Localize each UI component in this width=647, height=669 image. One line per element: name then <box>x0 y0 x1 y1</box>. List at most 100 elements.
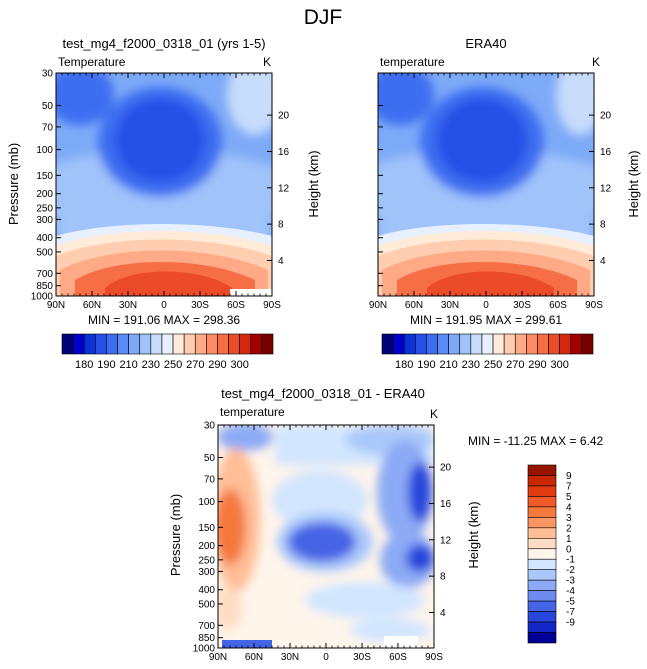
colorbar-swatch <box>239 333 252 355</box>
colorbar-label: 270 <box>506 359 524 371</box>
x-tick-label: 60S <box>227 300 245 311</box>
panel-title: test_mg4_f2000_0318_01 (yrs 1-5) <box>62 36 265 51</box>
y-right-tick-label: 8 <box>440 572 446 583</box>
colorbar-swatch <box>161 333 174 355</box>
colorbar-swatch <box>470 333 483 355</box>
colorbar-label: 210 <box>119 359 137 371</box>
y-tick-label: 200 <box>36 189 53 200</box>
y-tick-label: 50 <box>42 101 54 112</box>
colorbar-swatch <box>392 333 405 355</box>
colorbar-label: 270 <box>186 359 204 371</box>
y-tick-label: 150 <box>36 171 53 182</box>
colorbar-swatch <box>106 333 118 355</box>
y-right-tick-label: 16 <box>278 147 290 158</box>
colorbar-swatch <box>527 517 557 529</box>
x-tick-label: 30S <box>513 300 531 311</box>
colorbar-swatch <box>426 333 438 355</box>
colorbar-swatch <box>527 485 557 497</box>
y-tick-label: 30 <box>204 421 216 432</box>
y-right-tick-label: 4 <box>278 256 284 267</box>
colorbar-label: 2 <box>566 523 572 534</box>
colorbar-swatch <box>261 333 274 355</box>
colorbar-swatch <box>527 611 557 623</box>
panel-model: test_mg4_f2000_0318_01 (yrs 1-5) Tempera… <box>6 36 321 371</box>
colorbar-swatch <box>139 333 152 355</box>
y-tick-label: 30 <box>42 69 54 80</box>
y-tick-label: 400 <box>36 233 53 244</box>
figure-suptitle: DJF <box>304 6 343 29</box>
x-tick-label: 0 <box>323 652 329 663</box>
x-tick-label: 90S <box>585 300 603 311</box>
y-tick-label: 100 <box>198 497 215 508</box>
colorbar-label: 1 <box>566 534 572 545</box>
y-tick-label: 500 <box>36 247 53 258</box>
y-tick-label: 70 <box>204 474 216 485</box>
panel-stats: MIN = -11.25 MAX = 6.42 <box>468 434 604 448</box>
colorbar: 180 190 210 230 250 270 290 300 <box>61 333 274 371</box>
x-tick-label: 60N <box>245 652 263 663</box>
colorbar-label: 250 <box>164 359 182 371</box>
x-tick-label: 90N <box>209 652 227 663</box>
colorbar-swatch <box>527 632 557 644</box>
colorbar-swatch <box>250 333 263 355</box>
colorbar-swatch <box>527 569 557 581</box>
y-tick-label: 250 <box>36 203 53 214</box>
panel-era40: ERA40 temperature K 20 16 12 8 4 90N 60N 30N 0 30… <box>369 36 641 371</box>
y-tick-label: 850 <box>36 281 53 292</box>
colorbar-label: 180 <box>75 359 93 371</box>
colorbar-swatch <box>206 333 218 355</box>
colorbar-swatch <box>527 558 557 571</box>
x-tick-label: 30N <box>441 300 459 311</box>
colorbar-label: 210 <box>439 359 457 371</box>
y-tick-label: 500 <box>198 599 215 610</box>
colorbar-swatch <box>581 333 594 355</box>
difference-contour-field <box>218 425 434 648</box>
y-tick-label: 300 <box>198 567 215 578</box>
panel-units: K <box>263 55 271 69</box>
colorbar-swatch <box>514 333 527 355</box>
colorbar-swatch <box>172 333 185 355</box>
colorbar-label: -9 <box>566 618 575 629</box>
x-tick-label: 60S <box>549 300 567 311</box>
colorbar-swatch <box>492 333 505 355</box>
y-tick-label: 850 <box>198 633 215 644</box>
colorbar-label: 9 <box>566 471 572 482</box>
colorbar-label: -1 <box>566 555 575 566</box>
colorbar-swatch <box>128 333 141 355</box>
y-tick-label: 70 <box>42 122 54 133</box>
y-right-tick-label: 12 <box>440 535 452 546</box>
panel-title: ERA40 <box>465 36 506 51</box>
colorbar-swatch <box>559 333 572 355</box>
colorbar-label: 0 <box>566 544 572 555</box>
colorbar-swatch <box>527 600 557 612</box>
colorbar-swatch <box>527 475 557 487</box>
y-tick-label: 1000 <box>193 644 216 655</box>
y-tick-label: 400 <box>198 585 215 596</box>
colorbar-label: -5 <box>566 597 575 608</box>
colorbar-swatch <box>570 333 583 355</box>
y-right-tick-label: 20 <box>600 111 612 122</box>
panel-units: K <box>430 407 438 421</box>
y-axis-right-label: Height (km) <box>626 150 641 217</box>
colorbar-swatch <box>228 333 240 355</box>
x-tick-label: 90S <box>425 652 443 663</box>
colorbar-label: 190 <box>97 359 115 371</box>
y-tick-label: 250 <box>198 555 215 566</box>
y-right-tick-label: 20 <box>278 111 290 122</box>
colorbar-swatch <box>183 333 196 355</box>
colorbar-swatch <box>537 333 549 355</box>
x-tick-label: 0 <box>161 300 167 311</box>
y-tick-label: 700 <box>36 269 53 280</box>
colorbar-label: 250 <box>484 359 502 371</box>
panel-title: test_mg4_f2000_0318_01 - ERA40 <box>221 386 425 401</box>
panel-left-label: temperature <box>380 55 445 69</box>
colorbar-swatch <box>117 333 129 355</box>
y-right-tick-label: 20 <box>440 463 452 474</box>
colorbar-swatch <box>527 506 557 518</box>
panel-stats: MIN = 191.95 MAX = 299.61 <box>410 313 562 327</box>
colorbar-swatch <box>403 333 416 355</box>
y-axis-label: Pressure (mb) <box>168 494 183 576</box>
x-tick-label: 30S <box>191 300 209 311</box>
